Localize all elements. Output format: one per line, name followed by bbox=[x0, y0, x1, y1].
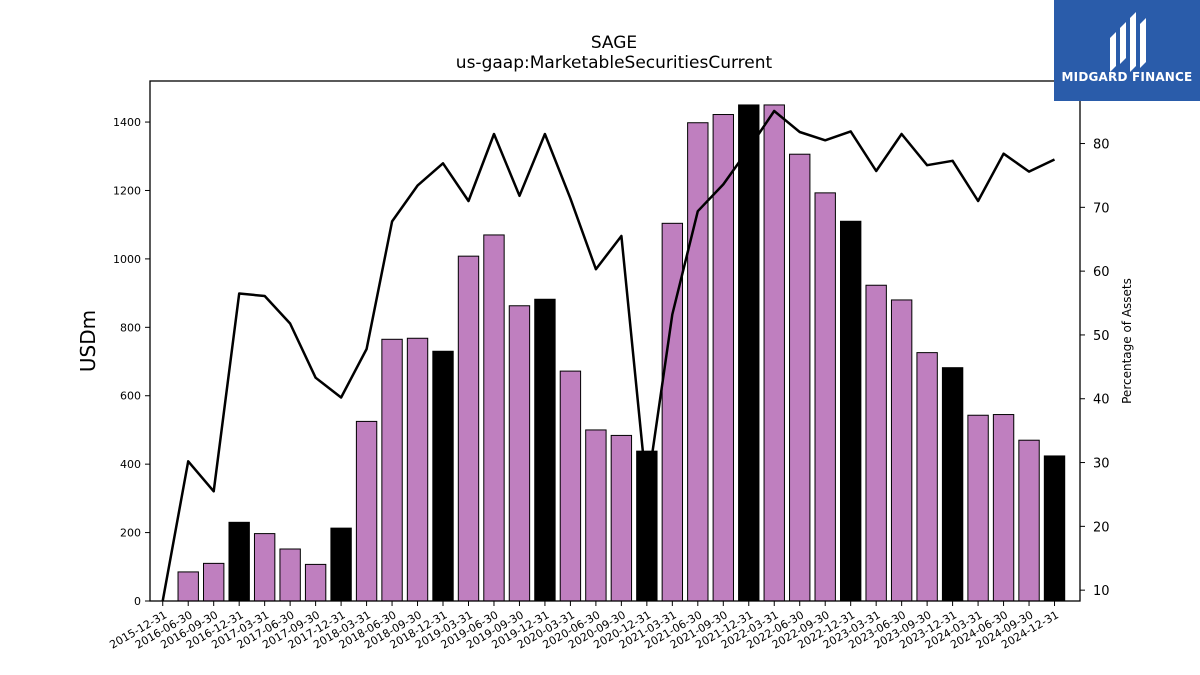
chart-subtitle: us-gaap:MarketableSecuritiesCurrent bbox=[456, 53, 773, 73]
y2-axis-label: Percentage of Assets bbox=[1120, 278, 1134, 404]
bar bbox=[253, 533, 276, 602]
y-tick-label: 400 bbox=[120, 458, 141, 471]
bar bbox=[1018, 439, 1040, 602]
logo-text: MIDGARD FINANCE bbox=[1061, 70, 1193, 84]
y-tick-label: 1000 bbox=[113, 253, 141, 266]
chart-title: SAGE bbox=[591, 33, 637, 53]
y2-tick-label: 40 bbox=[1093, 393, 1110, 408]
bar bbox=[483, 234, 505, 602]
bar bbox=[585, 429, 607, 602]
y-tick-label: 200 bbox=[120, 527, 141, 540]
bar bbox=[814, 192, 836, 602]
bar bbox=[432, 350, 454, 602]
y-tick-label: 1400 bbox=[113, 116, 141, 129]
bar bbox=[610, 434, 633, 602]
y-tick-label: 800 bbox=[120, 321, 141, 334]
bar-series bbox=[177, 104, 1066, 602]
y-tick-label: 0 bbox=[134, 595, 141, 608]
bar bbox=[865, 284, 887, 602]
bar bbox=[559, 370, 582, 602]
bar bbox=[839, 220, 862, 602]
bar bbox=[228, 521, 250, 602]
bar bbox=[534, 298, 556, 602]
bar bbox=[1043, 455, 1066, 602]
y-axis-label: USDm bbox=[76, 310, 100, 372]
bar bbox=[712, 114, 734, 602]
bar bbox=[381, 338, 403, 602]
bar bbox=[763, 104, 785, 602]
bar bbox=[916, 352, 938, 602]
bar bbox=[661, 222, 684, 602]
bar bbox=[508, 305, 531, 602]
bar bbox=[279, 548, 301, 602]
bar bbox=[177, 571, 199, 602]
bar bbox=[992, 414, 1015, 602]
bar bbox=[967, 414, 989, 602]
y2-tick-label: 60 bbox=[1093, 265, 1110, 280]
bar bbox=[738, 104, 760, 602]
bar bbox=[457, 255, 480, 602]
y-tick-label: 600 bbox=[120, 390, 141, 403]
y2-tick-label: 50 bbox=[1093, 329, 1110, 344]
y2-tick-label: 20 bbox=[1093, 520, 1110, 535]
bar bbox=[203, 562, 225, 602]
bar bbox=[789, 153, 811, 602]
percentage-line bbox=[161, 109, 1056, 602]
y2-tick-label: 10 bbox=[1093, 584, 1110, 599]
bar bbox=[355, 420, 378, 602]
y-tick-label: 1200 bbox=[113, 184, 141, 197]
line-series bbox=[161, 109, 1056, 602]
y2-tick-label: 70 bbox=[1093, 201, 1110, 216]
plot-frame bbox=[149, 80, 1081, 602]
bar bbox=[636, 450, 658, 602]
bar bbox=[687, 122, 709, 602]
midgard-finance-logo: MIDGARD FINANCE bbox=[1054, 0, 1200, 101]
y2-tick-label: 80 bbox=[1093, 138, 1110, 153]
bar bbox=[304, 563, 327, 602]
bar bbox=[406, 337, 429, 602]
y2-tick-label: 30 bbox=[1093, 457, 1110, 472]
logo-mark-icon bbox=[1110, 12, 1146, 72]
bar bbox=[890, 299, 913, 602]
bar bbox=[941, 367, 964, 602]
bar bbox=[330, 527, 352, 602]
